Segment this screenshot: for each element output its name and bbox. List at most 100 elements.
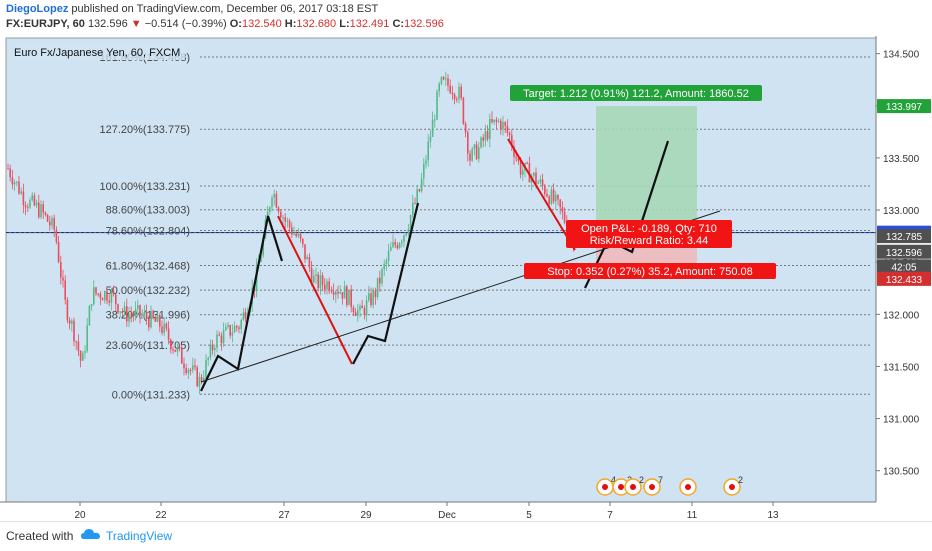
- publish-line: DiegoLopez published on TradingView.com,…: [6, 3, 378, 15]
- x-tick-label: 20: [74, 510, 86, 521]
- candle-body: [497, 120, 500, 122]
- candle-body: [401, 241, 403, 244]
- candle-body: [359, 305, 361, 311]
- fib-level-label: 78.60%(132.804): [106, 225, 190, 237]
- candle-body: [22, 191, 25, 206]
- candle-body: [449, 85, 451, 93]
- event-marker-dot: [618, 484, 624, 490]
- candle-body: [207, 357, 209, 360]
- candle-body: [387, 250, 390, 261]
- last-price: 132.596: [87, 18, 128, 30]
- candle-body: [154, 317, 157, 322]
- x-tick-label: Dec: [438, 510, 456, 521]
- candle-body: [559, 199, 561, 208]
- x-tick-label: 27: [278, 510, 290, 521]
- target-zone: [596, 106, 697, 233]
- title-bg: [10, 44, 185, 60]
- candle-body: [467, 132, 469, 154]
- candle-body: [88, 306, 91, 326]
- candle-body: [229, 324, 231, 336]
- candle-body: [161, 326, 163, 333]
- price-chart[interactable]: 134.500134.000133.500133.000132.500132.0…: [0, 36, 932, 521]
- event-marker-count: 2: [639, 475, 644, 485]
- event-marker-count: 7: [658, 475, 663, 485]
- candle-body: [84, 351, 86, 354]
- tradingview-brand[interactable]: TradingView: [106, 529, 173, 543]
- candle-body: [233, 325, 236, 333]
- candle-body: [563, 211, 566, 223]
- candle-body: [348, 289, 350, 306]
- candle-body: [394, 242, 396, 246]
- candle-body: [75, 341, 77, 343]
- candle-body: [284, 217, 286, 222]
- candle-body: [517, 158, 520, 162]
- candle-body: [209, 344, 212, 358]
- candle-body: [115, 294, 117, 305]
- candle-body: [24, 205, 27, 208]
- event-marker-icon[interactable]: 2: [624, 475, 644, 496]
- candle-body: [183, 363, 185, 369]
- candle-body: [535, 172, 537, 184]
- pnl-label: Risk/Reward Ratio: 3.44: [590, 235, 709, 247]
- candle-body: [90, 304, 93, 307]
- candle-body: [372, 290, 374, 306]
- candle-body: [471, 148, 473, 161]
- candle-body: [392, 242, 394, 248]
- candle-body: [176, 347, 179, 352]
- price-tag-box: [877, 99, 931, 114]
- candle-body: [262, 237, 264, 256]
- candle-body: [275, 193, 278, 208]
- candle-body: [469, 153, 471, 161]
- candle-body: [71, 320, 73, 324]
- candle-body: [552, 189, 555, 202]
- y-tick-label: 130.500: [883, 467, 920, 478]
- candle-body: [187, 369, 190, 373]
- symbol-label[interactable]: FX:EURJPY, 60: [6, 18, 85, 30]
- price-tag: 42:05: [891, 262, 916, 273]
- event-marker-icon[interactable]: 2: [723, 475, 743, 496]
- candle-body: [9, 168, 11, 178]
- event-marker-count: 2: [738, 475, 743, 485]
- candle-body: [548, 196, 550, 204]
- candle-body: [343, 286, 346, 299]
- candle-body: [181, 347, 183, 364]
- candle-body: [165, 323, 168, 329]
- candle-body: [330, 290, 333, 292]
- fib-level-label: 50.00%(132.232): [106, 285, 190, 297]
- candle-body: [504, 122, 506, 126]
- x-tick-label: 22: [155, 510, 167, 521]
- candle-body: [271, 197, 273, 208]
- event-marker-icon[interactable]: [679, 478, 697, 496]
- candle-body: [143, 311, 146, 315]
- event-marker-dot: [649, 484, 655, 490]
- candle-body: [546, 193, 548, 197]
- wave-line: [200, 215, 284, 392]
- close-label: C:: [392, 18, 405, 30]
- candle-body: [299, 233, 302, 239]
- author-link[interactable]: DiegoLopez: [6, 3, 69, 15]
- high-label: H:: [284, 18, 297, 30]
- candle-body: [436, 91, 438, 120]
- candle-body: [555, 195, 557, 202]
- candle-body: [423, 163, 425, 179]
- candle-body: [350, 289, 352, 308]
- price-tag-box: [877, 229, 931, 244]
- candle-body: [170, 339, 172, 350]
- candle-body: [341, 292, 344, 299]
- candle-body: [79, 351, 82, 361]
- event-marker-icon[interactable]: 7: [643, 475, 663, 496]
- candle-body: [379, 277, 381, 284]
- tradingview-logo-icon[interactable]: [80, 527, 102, 543]
- candle-body: [38, 202, 40, 218]
- event-marker-count: 4: [611, 475, 616, 485]
- candle-body: [337, 291, 339, 294]
- candle-body: [429, 136, 432, 142]
- candle-body: [484, 131, 487, 141]
- candle-body: [55, 229, 58, 243]
- low-value: 132.491: [349, 18, 390, 30]
- fib-level-label: 88.60%(133.003): [106, 205, 190, 217]
- event-marker-icon[interactable]: 4: [596, 475, 616, 496]
- candle-body: [110, 290, 113, 303]
- candle-body: [460, 86, 462, 98]
- candle-body: [513, 146, 515, 158]
